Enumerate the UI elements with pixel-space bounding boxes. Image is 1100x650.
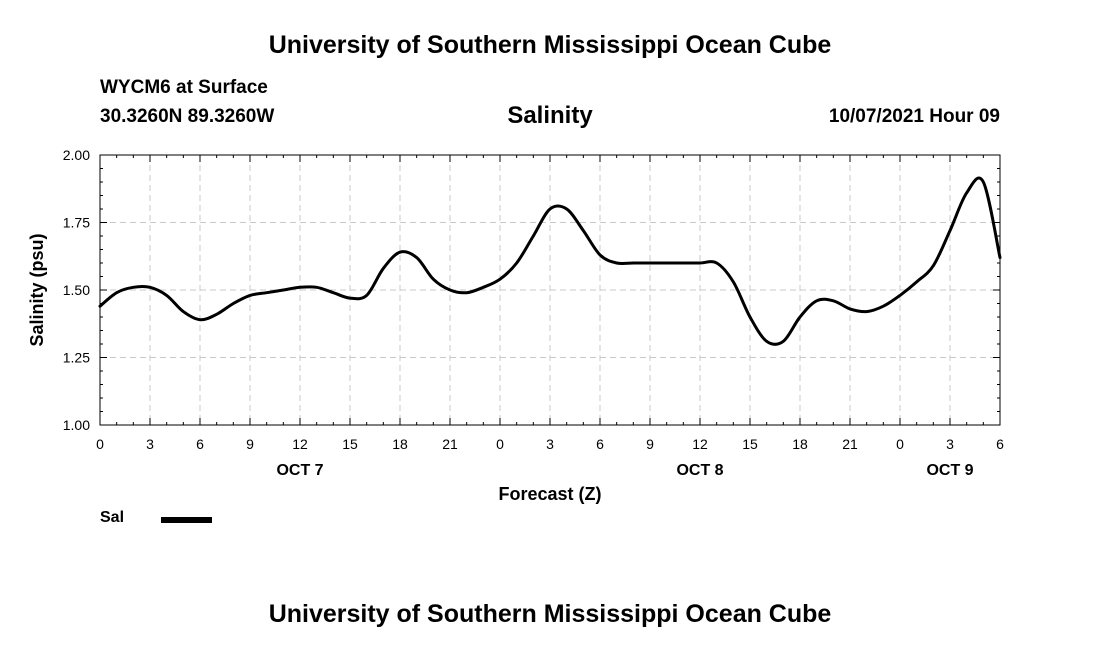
station-label: WYCM6 at Surface — [100, 77, 268, 98]
x-tick-label: 18 — [392, 436, 408, 452]
y-tick-label: 1.00 — [63, 417, 90, 433]
x-tick-label: 12 — [692, 436, 708, 452]
x-tick-label: 3 — [146, 436, 154, 452]
x-tick-label: 15 — [742, 436, 758, 452]
date-label: OCT 9 — [926, 462, 973, 479]
grid-lines — [100, 155, 1000, 425]
chart-title: Salinity — [507, 102, 593, 129]
forecast-datetime: 10/07/2021 Hour 09 — [828, 106, 1000, 127]
coordinates-label: 30.3260N 89.3260W — [100, 106, 275, 127]
x-tick-label: 9 — [646, 436, 654, 452]
x-tick-label: 3 — [546, 436, 554, 452]
x-tick-label: 0 — [896, 436, 904, 452]
series-line-sal — [98, 176, 1002, 346]
date-label: OCT 8 — [676, 462, 723, 479]
x-tick-label: 6 — [596, 436, 604, 452]
x-axis-title: Forecast (Z) — [498, 484, 601, 504]
x-tick-label: 0 — [496, 436, 504, 452]
date-labels: OCT 7 OCT 8 OCT 9 — [276, 462, 973, 479]
footer-title: University of Southern Mississippi Ocean… — [268, 600, 832, 628]
y-tick-label: 2.00 — [63, 147, 90, 163]
x-tick-label: 3 — [946, 436, 954, 452]
x-tick-label: 21 — [442, 436, 458, 452]
x-tick-labels: 0 3 6 9 12 15 18 21 0 3 6 9 12 15 18 21 0 3 6 — [96, 436, 1004, 452]
x-tick-label: 6 — [996, 436, 1004, 452]
x-tick-label: 6 — [196, 436, 204, 452]
x-tick-label: 21 — [842, 436, 858, 452]
y-tick-labels: 1.00 1.25 1.50 1.75 2.00 — [63, 147, 90, 433]
legend-swatch — [161, 517, 212, 523]
legend-label: Sal — [100, 509, 125, 526]
x-tick-label: 12 — [292, 436, 308, 452]
y-tick-label: 1.25 — [63, 350, 90, 366]
x-tick-label: 18 — [792, 436, 808, 452]
plot-frame — [99, 154, 1001, 426]
date-label: OCT 7 — [276, 462, 323, 479]
y-tick-label: 1.50 — [63, 282, 90, 298]
x-tick-label: 0 — [96, 436, 104, 452]
x-tick-label: 15 — [342, 436, 358, 452]
x-tick-label: 9 — [246, 436, 254, 452]
y-axis-title: Salinity (psu) — [27, 233, 47, 346]
y-tick-label: 1.75 — [63, 215, 90, 231]
page-title: University of Southern Mississippi Ocean… — [268, 31, 832, 59]
